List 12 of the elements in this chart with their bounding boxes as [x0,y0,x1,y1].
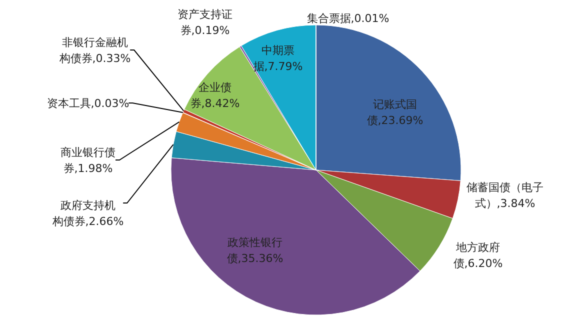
slice-label: 政府支持机构债券,2.66% [51,198,124,228]
slice-label: 储蓄国债（电子式）,3.84% [466,180,544,210]
slice-label: 资产支持证券,0.19% [178,8,232,36]
slice-label: 记账式国债,23.69% [366,98,424,126]
slice-label: 企业债券,8.42% [190,80,240,110]
slice-label: 政策性银行债,35.36% [226,236,284,264]
slice-label: 资本工具,0.03% [46,96,130,110]
slice-label: 地方政府债,6.20% [453,240,503,270]
slice-label: 非银行金融机构债券,0.33% [58,36,131,64]
slice-label: 商业银行债券,1.98% [60,146,116,174]
slice-label: 集合票据,0.01% [306,12,390,24]
slice-label: 中期票据,7.79% [253,44,303,72]
